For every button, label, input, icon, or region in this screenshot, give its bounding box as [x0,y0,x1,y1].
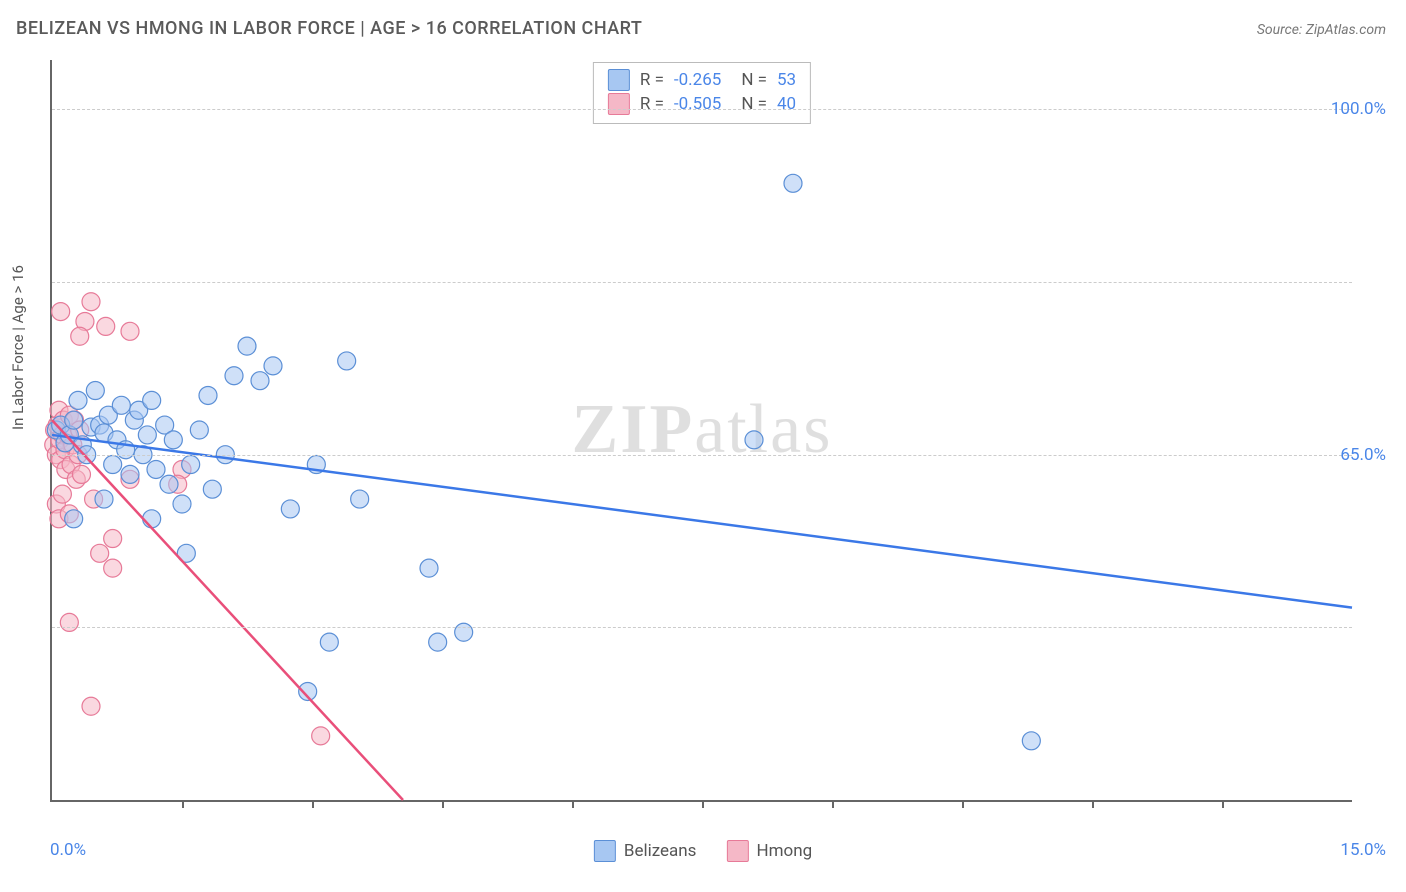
series-legend: Belizeans Hmong [594,840,812,862]
data-point [1022,732,1040,750]
data-point [86,382,104,400]
data-point [112,396,130,414]
data-point [338,352,356,370]
x-tick [962,800,964,808]
page-title: BELIZEAN VS HMONG IN LABOR FORCE | AGE >… [16,18,642,39]
scatter-svg [52,60,1352,800]
source-credit: Source: ZipAtlas.com [1257,22,1386,38]
data-point [95,490,113,508]
data-point [203,480,221,498]
swatch-hmong [726,840,748,862]
data-point [143,391,161,409]
x-tick [1222,800,1224,808]
data-point [429,633,447,651]
data-point [104,530,122,548]
data-point [238,337,256,355]
x-tick [572,800,574,808]
data-point [784,174,802,192]
trend-line [52,435,1352,608]
correlation-chart: ZIPatlas R = -0.265 N = 53 R = -0.505 N … [50,60,1352,802]
legend-item-hmong: Hmong [726,840,812,862]
x-axis-max: 15.0% [1340,840,1386,860]
data-point [82,293,100,311]
data-point [455,623,473,641]
data-point [60,613,78,631]
data-point [91,544,109,562]
data-point [143,510,161,528]
data-point [52,303,70,321]
gridline [52,455,1352,456]
data-point [190,421,208,439]
data-point [225,367,243,385]
data-point [199,386,217,404]
data-point [104,559,122,577]
data-point [65,411,83,429]
legend-item-belizeans: Belizeans [594,840,697,862]
legend-label-belizeans: Belizeans [624,841,697,861]
data-point [72,465,90,483]
gridline [52,282,1352,283]
data-point [121,322,139,340]
y-tick-65: 65.0% [1340,445,1386,465]
y-tick-100: 100.0% [1331,99,1386,119]
data-point [97,317,115,335]
x-tick [182,800,184,808]
data-point [281,500,299,518]
data-point [182,456,200,474]
data-point [69,391,87,409]
x-tick [442,800,444,808]
gridline [52,627,1352,628]
data-point [420,559,438,577]
gridline [52,109,1352,110]
data-point [121,465,139,483]
x-axis-min: 0.0% [50,840,86,860]
swatch-belizeans [594,840,616,862]
data-point [65,510,83,528]
data-point [745,431,763,449]
data-point [147,460,165,478]
x-tick [1092,800,1094,808]
data-point [173,495,191,513]
data-point [71,327,89,345]
data-point [351,490,369,508]
data-point [104,456,122,474]
x-tick [702,800,704,808]
data-point [320,633,338,651]
data-point [53,485,71,503]
legend-label-hmong: Hmong [756,841,812,861]
x-tick [832,800,834,808]
data-point [312,727,330,745]
data-point [138,426,156,444]
data-point [164,431,182,449]
data-point [264,357,282,375]
data-point [251,372,269,390]
trend-line [52,420,403,800]
data-point [160,475,178,493]
data-point [82,697,100,715]
y-axis-label: In Labor Force | Age > 16 [9,265,27,430]
x-tick [312,800,314,808]
